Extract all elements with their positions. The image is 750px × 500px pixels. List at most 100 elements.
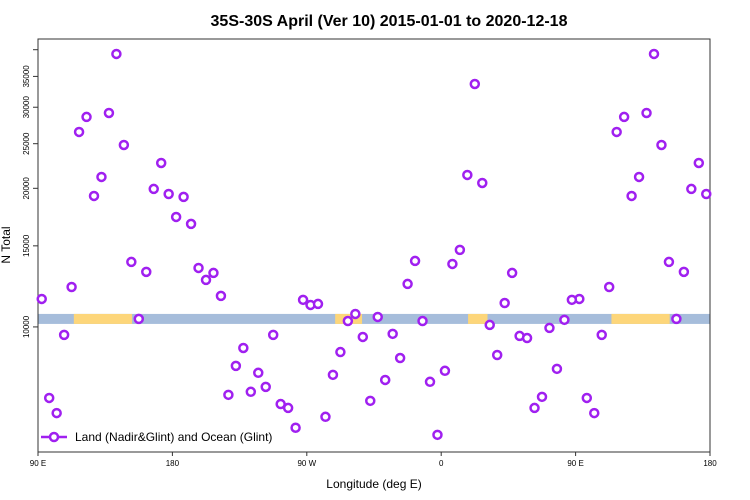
data-point bbox=[81, 111, 92, 123]
y-tick-label: 30000 bbox=[22, 96, 31, 119]
data-point bbox=[342, 315, 354, 327]
data-point bbox=[148, 183, 159, 195]
data-point bbox=[484, 319, 495, 331]
data-point bbox=[215, 290, 227, 302]
data-point bbox=[163, 188, 174, 200]
data-point bbox=[245, 386, 257, 398]
data-point bbox=[350, 308, 361, 320]
data-point bbox=[43, 392, 55, 404]
x-tick-label: 90 W bbox=[297, 459, 316, 468]
data-point bbox=[491, 349, 503, 361]
data-point bbox=[357, 331, 369, 343]
data-point bbox=[155, 157, 167, 169]
data-point bbox=[641, 107, 652, 119]
legend-label: Land (Nadir&Glint) and Ocean (Glint) bbox=[75, 430, 272, 444]
data-point bbox=[663, 256, 675, 268]
data-point bbox=[36, 293, 47, 305]
data-point bbox=[88, 190, 100, 202]
data-point bbox=[111, 48, 122, 60]
data-point bbox=[282, 402, 294, 414]
data-point bbox=[223, 389, 234, 401]
data-point bbox=[477, 177, 488, 189]
data-point bbox=[693, 157, 705, 169]
y-tick-label: 25000 bbox=[22, 132, 31, 155]
chart-title: 35S-30S April (Ver 10) 2015-01-01 to 202… bbox=[211, 13, 568, 30]
data-point bbox=[633, 171, 645, 183]
land-patch bbox=[611, 313, 670, 324]
data-point bbox=[432, 429, 443, 441]
data-point bbox=[96, 171, 107, 183]
data-point bbox=[238, 342, 249, 354]
data-point bbox=[170, 211, 182, 223]
legend-marker bbox=[48, 431, 60, 443]
data-point bbox=[506, 267, 518, 279]
data-point bbox=[327, 369, 339, 381]
data-point bbox=[417, 315, 428, 327]
y-axis-label: N Total bbox=[0, 226, 13, 263]
data-point bbox=[372, 311, 383, 323]
y-tick-label: 15000 bbox=[22, 234, 31, 257]
plot-frame bbox=[37, 38, 711, 453]
data-point bbox=[656, 139, 667, 151]
data-point bbox=[66, 281, 77, 293]
data-point bbox=[529, 402, 540, 414]
data-point bbox=[200, 274, 212, 286]
x-tick-label: 90 E bbox=[567, 459, 583, 468]
data-point bbox=[58, 329, 70, 341]
data-point bbox=[648, 48, 660, 60]
y-axis: 10000 15000 20000 25000 30000 35000 bbox=[22, 49, 38, 338]
data-point bbox=[469, 78, 481, 90]
data-point bbox=[618, 111, 630, 123]
x-tick-label: 180 bbox=[703, 459, 717, 468]
x-tick-label: 90 E bbox=[30, 459, 46, 468]
data-point bbox=[439, 365, 451, 377]
data-point bbox=[118, 139, 130, 151]
data-point bbox=[253, 367, 264, 379]
data-points bbox=[36, 48, 712, 441]
data-point bbox=[51, 407, 62, 419]
data-point bbox=[544, 322, 555, 334]
data-point bbox=[462, 169, 473, 181]
data-point bbox=[141, 266, 152, 278]
data-point bbox=[126, 256, 137, 268]
data-point bbox=[701, 188, 712, 200]
data-point bbox=[454, 244, 466, 256]
x-axis-label: Longitude (deg E) bbox=[326, 477, 421, 491]
data-point bbox=[589, 407, 600, 419]
x-tick-label: 180 bbox=[166, 459, 180, 468]
data-point bbox=[133, 313, 145, 325]
data-point bbox=[178, 191, 189, 203]
data-point bbox=[379, 374, 391, 386]
data-point bbox=[678, 266, 690, 278]
data-point bbox=[267, 329, 279, 341]
y-tick-label: 35000 bbox=[22, 65, 31, 88]
data-point bbox=[402, 278, 413, 290]
data-point bbox=[103, 107, 115, 119]
data-point bbox=[335, 346, 346, 358]
data-point bbox=[260, 381, 271, 393]
x-tick-label: 0 bbox=[439, 459, 444, 468]
data-point bbox=[208, 267, 219, 279]
data-point bbox=[447, 258, 458, 270]
data-point bbox=[424, 376, 436, 388]
legend: Land (Nadir&Glint) and Ocean (Glint) bbox=[41, 430, 272, 444]
y-tick-label: 20000 bbox=[22, 177, 31, 200]
data-point bbox=[551, 363, 563, 375]
data-point bbox=[626, 190, 637, 202]
land-patch bbox=[468, 313, 488, 324]
data-point bbox=[394, 352, 406, 364]
x-axis: 90 E 180 90 W 0 90 E 180 bbox=[30, 452, 717, 468]
data-point bbox=[566, 294, 578, 306]
data-point bbox=[409, 255, 421, 267]
data-point bbox=[603, 281, 615, 293]
data-point bbox=[671, 313, 682, 325]
data-point bbox=[193, 262, 204, 274]
data-point bbox=[73, 126, 85, 138]
data-point bbox=[365, 395, 376, 407]
data-point bbox=[521, 332, 533, 344]
data-point bbox=[320, 411, 331, 423]
y-tick-label: 10000 bbox=[22, 315, 31, 338]
data-point bbox=[297, 294, 309, 306]
data-point bbox=[686, 183, 697, 195]
